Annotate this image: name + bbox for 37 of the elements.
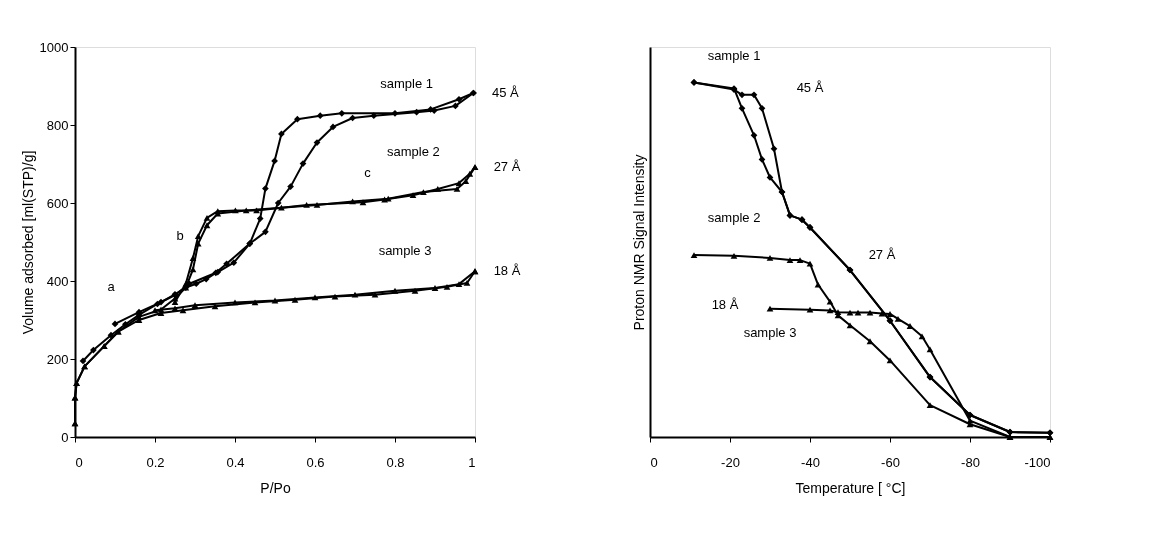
y-axis-title: Proton NMR Signal Intensity: [630, 154, 647, 331]
annotation: 45 Å: [492, 85, 520, 101]
x-tick-label: -60: [881, 454, 900, 470]
y-tick-label: 800: [46, 117, 69, 133]
annotation: c: [364, 165, 372, 181]
y-tick-label: 0: [61, 429, 69, 445]
x-tick-label: 0.8: [386, 454, 405, 470]
y-tick-label: 400: [46, 273, 69, 289]
x-tick-label: 0: [650, 454, 658, 470]
x-tick-label: 0.6: [306, 454, 325, 470]
x-tick-label: 0.4: [226, 454, 245, 470]
annotation: 27 Å: [868, 247, 896, 262]
y-tick-label: 200: [46, 351, 69, 367]
y-axis-title: Volume adsorbed [ml(STP)/g]: [19, 150, 36, 335]
annotation: a: [107, 278, 116, 294]
annotation: b: [176, 227, 184, 243]
annotation: 18 Å: [711, 296, 739, 312]
x-tick-label: -20: [721, 454, 740, 470]
x-tick-label: -80: [961, 454, 980, 470]
y-tick-label: 1000: [39, 39, 69, 55]
annotation: 27 Å: [493, 159, 521, 175]
x-tick-label: 0.2: [146, 454, 165, 470]
x-tick-label: 1: [468, 454, 476, 470]
annotation: sample 1: [707, 48, 761, 64]
x-tick-label: -40: [801, 454, 820, 470]
annotation: 18 Å: [493, 263, 521, 279]
x-axis-title: P/Po: [260, 479, 291, 496]
x-axis-title: Temperature [ °C]: [795, 479, 906, 496]
annotation: sample 3: [378, 242, 432, 258]
annotation: sample 1: [380, 76, 433, 92]
y-tick-label: 600: [46, 195, 69, 211]
x-tick-label: 0: [75, 454, 83, 470]
annotation: sample 2: [387, 144, 440, 160]
annotation: sample 3: [743, 324, 797, 340]
x-tick-label: -100: [1024, 454, 1051, 470]
annotation: 45 Å: [796, 80, 824, 95]
annotation: sample 2: [707, 209, 761, 225]
